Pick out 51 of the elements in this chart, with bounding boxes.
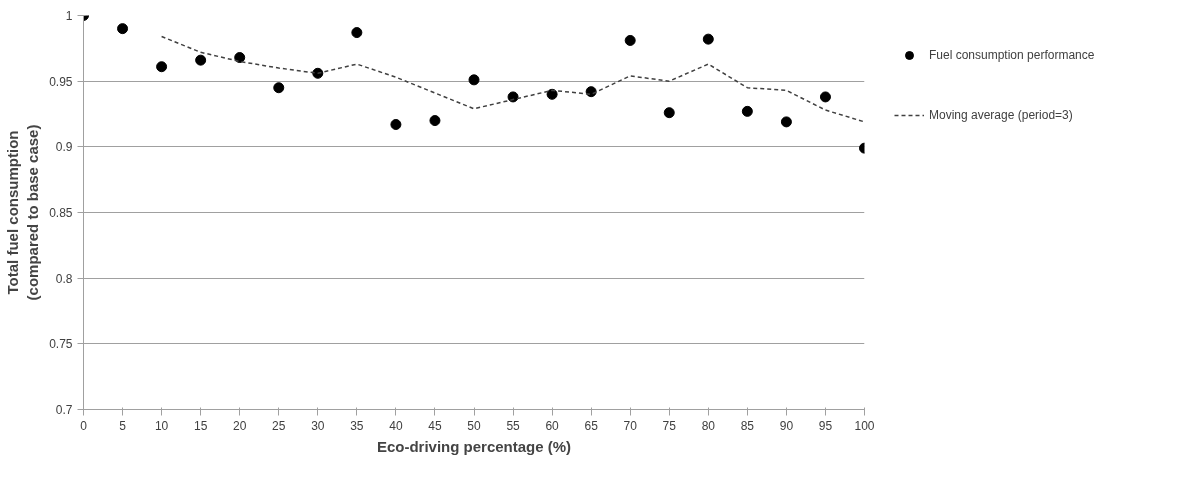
x-tick-label: 65 — [584, 418, 599, 433]
point — [351, 27, 363, 39]
point — [624, 34, 636, 46]
point — [234, 52, 246, 64]
x-axis-title: Eco-driving percentage (%) — [376, 437, 572, 455]
x-tick-label: 35 — [350, 418, 364, 433]
point — [117, 23, 129, 35]
point — [780, 116, 792, 128]
y-tick-label: 0.7 — [55, 403, 73, 417]
x-tick-label: 75 — [662, 418, 677, 433]
x-tick-label: 55 — [506, 418, 521, 433]
legend-label: Fuel consumption performance — [929, 48, 1095, 62]
line-series — [160, 35, 865, 123]
x-tick-label: 45 — [428, 418, 442, 433]
x-tick-label: 85 — [740, 418, 755, 433]
x-tick-label: 95 — [818, 418, 833, 433]
x-tick-label: 90 — [779, 418, 794, 433]
x-tick-label: 60 — [545, 418, 560, 433]
point — [468, 74, 480, 86]
x-tick-label: 10 — [154, 418, 169, 433]
point — [741, 105, 753, 117]
point — [663, 107, 675, 119]
point — [390, 119, 402, 130]
y-tick-label: 0.85 — [49, 206, 73, 220]
x-tick-label: 25 — [272, 418, 286, 433]
y-tick-label: 1 — [65, 9, 73, 23]
y-tick-label: 0.95 — [49, 74, 73, 89]
point — [507, 91, 519, 103]
x-tick-label: 50 — [467, 418, 481, 433]
x-tick-label: 80 — [701, 418, 716, 433]
point — [429, 115, 441, 127]
point — [312, 67, 324, 79]
x-tick-label: 100 — [854, 418, 875, 433]
x-tick-label: 5 — [119, 418, 127, 433]
point — [819, 91, 831, 103]
y-tick-label: 0.9 — [55, 140, 73, 155]
point — [195, 54, 207, 66]
point — [156, 61, 168, 73]
x-tick-label: 20 — [233, 418, 247, 433]
point — [702, 33, 714, 45]
x-tick-label: 40 — [389, 418, 403, 433]
x-tick-label: 30 — [311, 418, 325, 433]
point — [273, 82, 285, 94]
legend-label: Moving average (period=3) — [929, 108, 1073, 122]
y-tick-label: 0.75 — [49, 337, 73, 352]
x-tick-label: 70 — [623, 418, 638, 433]
y-tick-label: 0.8 — [55, 271, 73, 286]
point — [546, 88, 558, 100]
x-tick-label: 15 — [193, 418, 208, 433]
y-axis-title: Total fuel consumption (compared to base case) — [3, 124, 42, 301]
x-tick-label: 0 — [80, 418, 88, 433]
